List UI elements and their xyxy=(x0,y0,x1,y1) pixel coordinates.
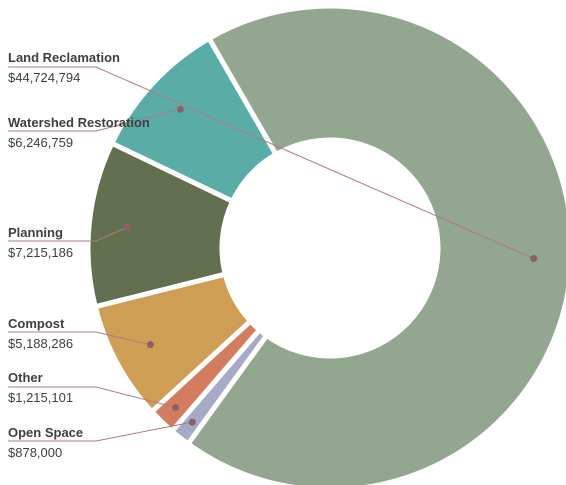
leader-dot-compost xyxy=(146,341,154,349)
slice-watershed-restoration xyxy=(108,35,280,205)
leader-dot-open-space xyxy=(188,418,196,426)
leader-dot-other xyxy=(171,403,179,411)
slice-land-reclamation xyxy=(184,3,566,485)
leader-line-compost xyxy=(8,331,151,346)
label-name-land-reclamation: Land Reclamation xyxy=(8,50,120,65)
label-value-planning: $7,215,186 xyxy=(8,245,73,260)
leader-line-planning xyxy=(8,226,128,242)
label-name-planning: Planning xyxy=(8,225,63,240)
label-value-other: $1,215,101 xyxy=(8,390,73,405)
leader-dot-land-reclamation xyxy=(530,255,538,263)
label-value-watershed-restoration: $6,246,759 xyxy=(8,135,73,150)
slice-labels: Land Reclamation $44,724,794 Open Space $87… xyxy=(8,50,538,460)
leader-line-land-reclamation xyxy=(8,66,534,260)
leader-line-other xyxy=(8,386,176,408)
leader-line-open-space xyxy=(8,421,193,442)
label-value-compost: $5,188,286 xyxy=(8,336,73,351)
donut-slices xyxy=(85,3,566,485)
label-name-compost: Compost xyxy=(8,316,65,331)
label-value-open-space: $878,000 xyxy=(8,445,62,460)
label-name-other: Other xyxy=(8,370,43,385)
label-value-land-reclamation: $44,724,794 xyxy=(8,70,80,85)
label-name-watershed-restoration: Watershed Restoration xyxy=(8,115,150,130)
label-name-open-space: Open Space xyxy=(8,425,83,440)
leader-dot-watershed-restoration xyxy=(176,105,184,113)
leader-line-watershed-restoration xyxy=(8,108,181,132)
leader-dot-planning xyxy=(123,223,131,231)
